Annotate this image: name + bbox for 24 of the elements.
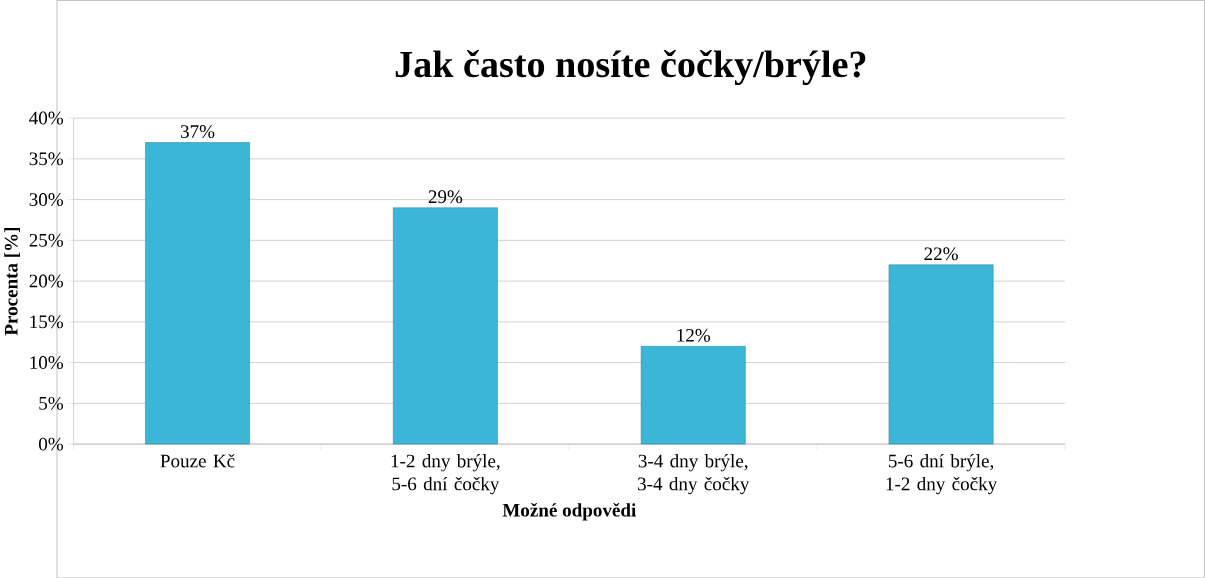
y-tick-label: 30% (29, 192, 64, 206)
data-label: 22% (924, 247, 958, 261)
bar (145, 142, 250, 445)
bar (888, 264, 994, 445)
x-tick-label: 3-4 dny brýle, 3-4 dny čočky (638, 453, 750, 495)
data-label: 29% (428, 190, 463, 204)
x-tick-label: 5-6 dní brýle, 1-2 dny čočky (886, 453, 998, 495)
y-tick-label: 40% (29, 111, 64, 125)
x-axis-title: Možné odpovědi (502, 502, 637, 521)
y-tick-label: 0% (38, 437, 64, 451)
y-tick-label: 10% (30, 355, 64, 369)
y-tick-label: 25% (29, 233, 64, 247)
bar (393, 207, 498, 445)
y-tick-label: 20% (29, 274, 64, 288)
data-label: 12% (677, 328, 711, 342)
x-tick-label: 1-2 dny brýle, 5-6 dní čočky (391, 453, 500, 495)
bar (640, 345, 746, 445)
y-tick-label: 5% (39, 396, 64, 410)
y-tick-label: 15% (30, 315, 64, 329)
y-axis-title: Procenta [%] (4, 227, 21, 336)
data-label: 37% (180, 124, 215, 138)
x-tick-label: Pouze Kč (160, 453, 235, 468)
y-tick-label: 35% (29, 152, 64, 166)
chart-title: Jak často nosíte čočky/brýle? (395, 49, 866, 85)
